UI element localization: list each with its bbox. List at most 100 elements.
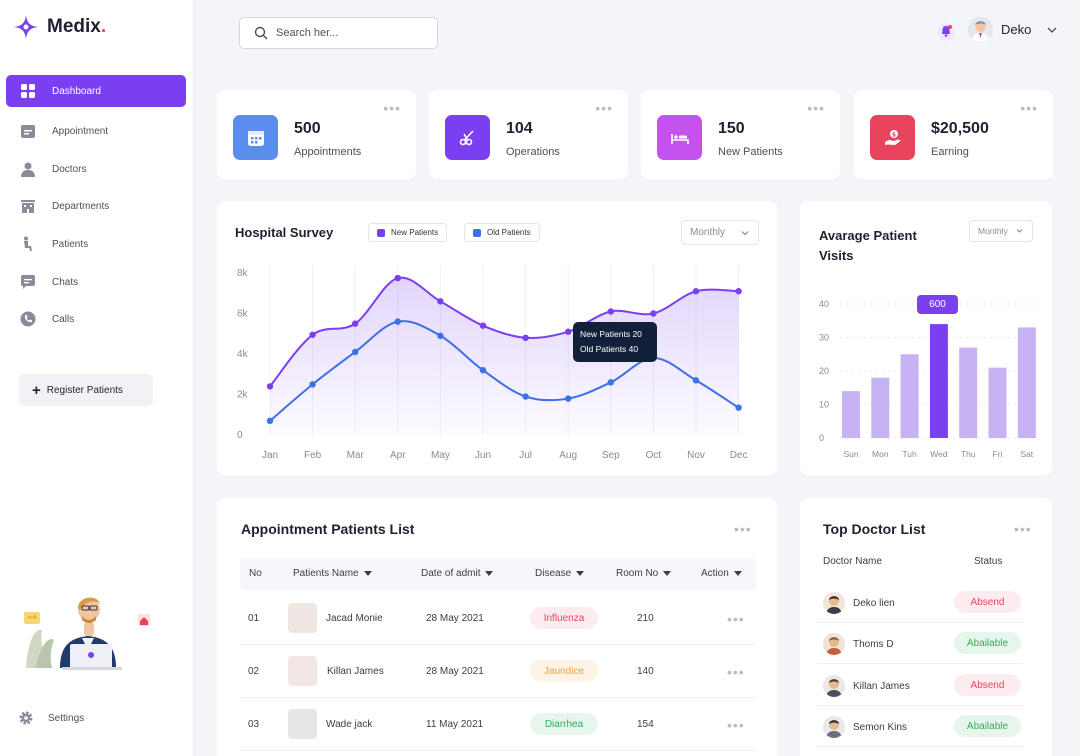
- user-menu[interactable]: Deko: [968, 17, 1059, 42]
- row-action-icon[interactable]: •••: [727, 717, 745, 733]
- stat-card-earning[interactable]: ••• $ $20,500 Earning: [854, 90, 1053, 179]
- patient-visits-title: Avarage Patient Visits: [819, 226, 917, 266]
- data-point[interactable]: [479, 367, 487, 374]
- column-room-no[interactable]: Room No: [616, 568, 672, 579]
- svg-text:$: $: [891, 131, 895, 138]
- stat-label: Operations: [506, 146, 560, 158]
- doctor-name: Thoms D: [853, 639, 894, 650]
- sidebar-item-calls[interactable]: Calls: [6, 303, 186, 335]
- data-point[interactable]: [565, 328, 572, 335]
- sidebar-item-appointment[interactable]: Appointment: [6, 115, 186, 147]
- data-point[interactable]: [437, 332, 444, 339]
- doctor-row[interactable]: Killan James Absend: [817, 665, 1023, 706]
- x-tick-label: Dec: [730, 450, 748, 461]
- more-icon[interactable]: •••: [1020, 100, 1038, 116]
- more-icon[interactable]: •••: [383, 100, 401, 116]
- data-point[interactable]: [522, 393, 529, 400]
- bar-sat[interactable]: [1017, 327, 1036, 438]
- bell-icon[interactable]: [937, 22, 955, 42]
- doctor-row[interactable]: Semon Kins Abailable: [817, 706, 1023, 747]
- data-point[interactable]: [352, 348, 359, 356]
- sidebar-item-label: Doctors: [52, 163, 87, 175]
- x-tick-label: Mar: [347, 450, 365, 461]
- more-icon[interactable]: •••: [807, 100, 825, 116]
- cell-date: 11 May 2021: [426, 719, 484, 730]
- x-tick-label: Jan: [262, 450, 278, 461]
- data-point[interactable]: [394, 318, 401, 325]
- more-icon[interactable]: •••: [595, 100, 613, 116]
- bar-mon[interactable]: [871, 377, 890, 438]
- data-point[interactable]: [522, 334, 529, 341]
- x-tick-label: Jun: [475, 450, 491, 461]
- search-input[interactable]: [276, 27, 416, 39]
- disease-badge: Jaundice: [530, 660, 598, 682]
- bar-thu[interactable]: [959, 347, 978, 438]
- sidebar-item-chats[interactable]: Chats: [6, 266, 186, 298]
- visits-period-select[interactable]: Monthly: [969, 220, 1033, 242]
- search-box[interactable]: [239, 17, 438, 49]
- y-tick-label: 10: [819, 400, 829, 410]
- column-disease[interactable]: Disease: [535, 568, 585, 579]
- bar-sun[interactable]: [842, 391, 860, 438]
- more-icon[interactable]: •••: [1014, 521, 1032, 537]
- y-tick-label: 2k: [237, 390, 249, 401]
- sort-caret-icon: [485, 571, 494, 576]
- settings-button[interactable]: Settings: [18, 710, 84, 726]
- data-point[interactable]: [650, 310, 657, 317]
- logo[interactable]: Medix.: [13, 14, 106, 40]
- legend-new-patients[interactable]: New Patients: [368, 223, 448, 242]
- table-row[interactable]: 03 Wade jack 11 May 2021 Diarrhea 154 ••…: [240, 698, 756, 751]
- doctor-name: Semon Kins: [853, 722, 907, 733]
- column-label: Room No: [616, 568, 659, 579]
- more-icon[interactable]: •••: [734, 521, 752, 537]
- register-patients-button[interactable]: + Register Patients: [19, 374, 153, 406]
- sidebar-item-doctors[interactable]: Doctors: [6, 153, 186, 185]
- column-action[interactable]: Action: [701, 568, 742, 579]
- bar-fri[interactable]: [988, 367, 1007, 438]
- data-point[interactable]: [479, 322, 487, 329]
- column-label: Disease: [535, 568, 572, 579]
- legend-swatch: [377, 228, 385, 237]
- bar-wed[interactable]: [929, 324, 948, 438]
- search-icon: [254, 26, 268, 40]
- x-tick-label: Sep: [602, 450, 620, 461]
- data-point[interactable]: [266, 383, 274, 390]
- data-point[interactable]: [735, 288, 742, 295]
- data-point[interactable]: [437, 298, 444, 305]
- stat-card-operations[interactable]: ••• 104 Operations: [429, 90, 628, 179]
- column-date-of-admit[interactable]: Date of admit: [421, 568, 494, 579]
- data-point[interactable]: [692, 288, 700, 295]
- data-point[interactable]: [607, 379, 614, 386]
- survey-period-select[interactable]: Monthly: [681, 220, 759, 245]
- sort-caret-icon: [363, 571, 372, 576]
- data-point[interactable]: [266, 417, 274, 425]
- stat-card-new-patients[interactable]: ••• 150 New Patients: [641, 90, 840, 179]
- sidebar-item-departments[interactable]: Departments: [6, 190, 186, 222]
- data-point[interactable]: [352, 320, 359, 327]
- row-action-icon[interactable]: •••: [727, 664, 745, 680]
- cell-room: 140: [637, 666, 654, 677]
- data-point[interactable]: [735, 404, 742, 411]
- column-patients-name[interactable]: Patients Name: [293, 568, 372, 579]
- sidebar-item-dashboard[interactable]: Dashboard: [6, 75, 186, 107]
- data-point[interactable]: [565, 395, 572, 402]
- stat-card-appointments[interactable]: ••• 500 Appointments: [217, 90, 416, 179]
- legend-old-patients[interactable]: Old Patients: [464, 223, 540, 242]
- data-point[interactable]: [607, 308, 614, 315]
- doctor-row[interactable]: Deko lien Absend: [817, 582, 1023, 623]
- bar-tuh[interactable]: [900, 354, 919, 438]
- table-row[interactable]: 01 Jacad Monie 28 May 2021 Influenza 210…: [240, 592, 756, 645]
- row-action-icon[interactable]: •••: [727, 611, 745, 627]
- user-name: Deko: [1001, 22, 1032, 37]
- data-point[interactable]: [692, 377, 700, 384]
- y-tick-label: 0: [819, 433, 824, 443]
- chevron-down-icon: [1047, 27, 1057, 33]
- sort-caret-icon: [733, 571, 742, 576]
- sidebar-item-patients[interactable]: Patients: [6, 228, 186, 260]
- data-point[interactable]: [309, 331, 316, 338]
- data-point[interactable]: [394, 274, 401, 282]
- table-row[interactable]: 02 Killan James 28 May 2021 Jaundice 140…: [240, 645, 756, 698]
- doctor-row[interactable]: Thoms D Abailable: [817, 623, 1023, 664]
- y-tick-label: 0: [237, 430, 243, 441]
- data-point[interactable]: [309, 381, 316, 388]
